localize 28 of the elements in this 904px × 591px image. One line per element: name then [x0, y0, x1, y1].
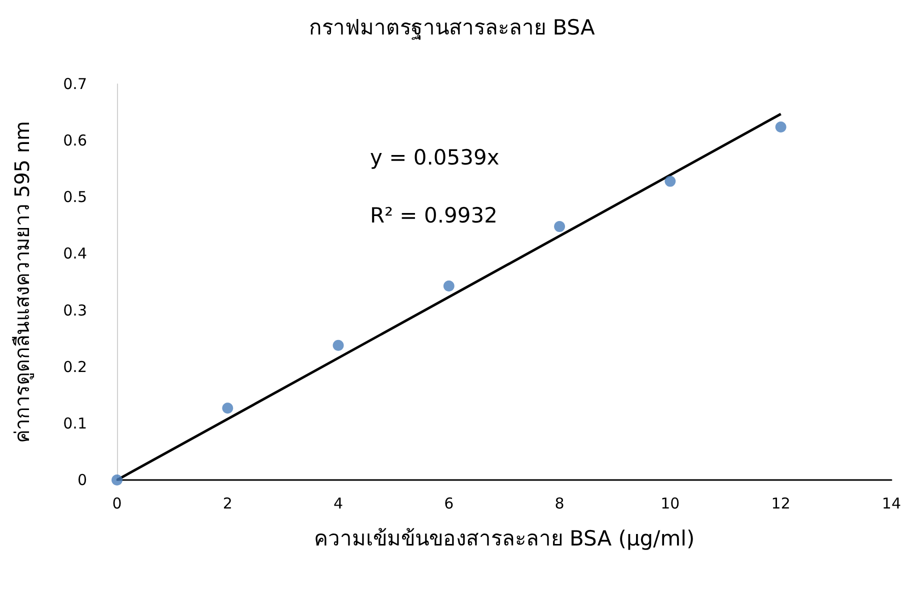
y-tick-label: 0.1	[63, 414, 87, 432]
point	[443, 280, 454, 292]
y-tick-label: 0.3	[63, 301, 87, 320]
x-tick-label: 0	[112, 494, 122, 512]
x-tick-label: 12	[771, 494, 790, 512]
point	[112, 474, 122, 486]
point	[222, 402, 234, 414]
x-tick-label: 14	[882, 494, 902, 512]
x-tick-label: 2	[222, 494, 232, 512]
y-axis-title: ค่าการดูดกลืนแสงความยาว 595 nm	[10, 120, 35, 444]
point	[332, 340, 344, 351]
point	[664, 176, 676, 187]
chart-title: กราฟมาตรฐานสารละลาย BSA	[309, 16, 596, 40]
annotation: y = 0.0539x	[370, 146, 500, 170]
y-tick-label: 0.5	[63, 188, 87, 206]
x-tick-label: 4	[334, 494, 344, 512]
y-tick-label: 0	[77, 471, 87, 489]
annotation: R² = 0.9932	[370, 204, 498, 228]
x-axis-title: ความเข้มข้นของสารละลาย BSA (µg/ml)	[314, 526, 695, 550]
x-tick-label: 8	[554, 494, 564, 512]
y-tick-label: 0.2	[63, 358, 87, 376]
x-tick-label: 10	[660, 494, 680, 512]
y-tick-label: 0.6	[63, 132, 87, 150]
point	[775, 121, 786, 132]
x-tick-label: 6	[444, 494, 454, 512]
y-tick-label: 0.4	[63, 244, 87, 263]
y-tick-label: 0.7	[63, 75, 87, 93]
point	[554, 221, 566, 232]
